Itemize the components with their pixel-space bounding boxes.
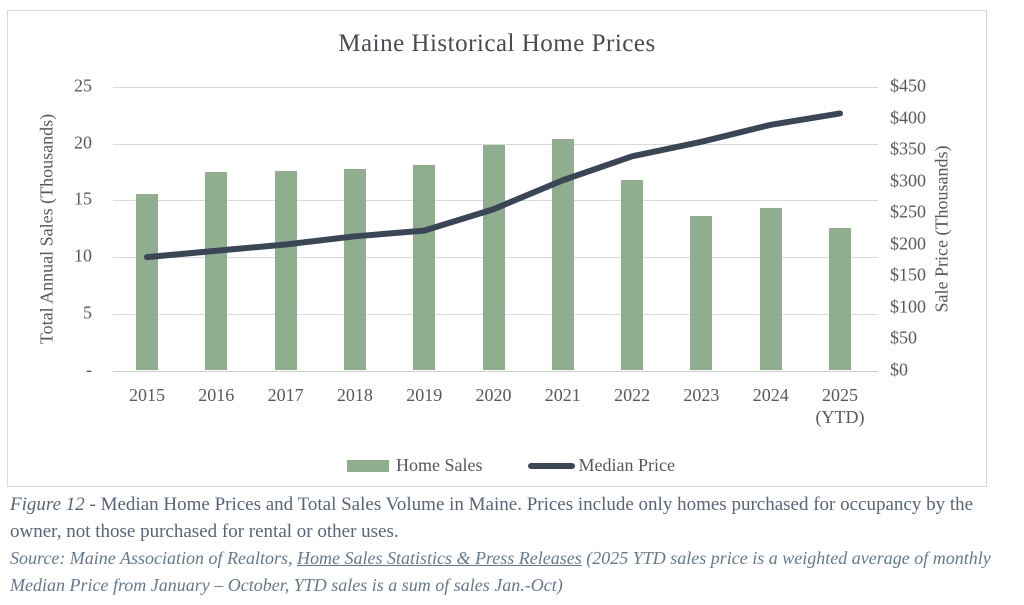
right-axis-tick-label: $150 bbox=[890, 264, 926, 285]
right-axis-tick-label: $50 bbox=[890, 327, 917, 348]
x-axis-label: 2025 (YTD) bbox=[815, 385, 865, 427]
legend: Home Sales Median Price bbox=[347, 455, 675, 476]
x-axis-label: 2022 bbox=[614, 385, 651, 405]
right-axis-tick-label: $450 bbox=[890, 75, 926, 96]
x-axis-label: 2015 bbox=[129, 385, 165, 405]
bar-2025 bbox=[829, 227, 851, 371]
source-note: Source: Maine Association of Realtors, H… bbox=[10, 545, 1018, 599]
bar-2017 bbox=[274, 170, 297, 371]
right-axis-tick-label: $250 bbox=[890, 201, 926, 222]
left-axis-title: Total Annual Sales (Thousands) bbox=[36, 113, 57, 345]
legend-label-median-price: Median Price bbox=[578, 455, 675, 475]
x-axis-label: 2020 bbox=[475, 385, 512, 405]
bar-2021 bbox=[551, 139, 574, 371]
left-axis-tick-label: 15 bbox=[74, 189, 92, 210]
x-axis-label: 2021 bbox=[544, 385, 581, 405]
x-axis-label: 2017 bbox=[267, 385, 304, 405]
left-axis-tick-label: 25 bbox=[74, 75, 92, 96]
right-axis-tick-label: $100 bbox=[890, 296, 926, 317]
right-axis-tick-label: $300 bbox=[890, 170, 926, 191]
chart-title: Maine Historical Home Prices bbox=[338, 30, 656, 57]
left-axis-tick-label: 20 bbox=[74, 132, 92, 153]
gridline bbox=[113, 87, 878, 88]
caption-text: - Median Home Prices and Total Sales Vol… bbox=[10, 494, 974, 542]
left-axis-tick-label: 5 bbox=[83, 302, 92, 323]
right-axis-tick-label: $400 bbox=[890, 107, 926, 128]
source-link[interactable]: Home Sales Statistics & Press Releases bbox=[296, 548, 582, 568]
bar-2018 bbox=[343, 168, 366, 371]
median-price-line-icon bbox=[528, 462, 576, 469]
home-sales-swatch-icon bbox=[347, 459, 389, 472]
x-axis-label: 2016 bbox=[198, 385, 235, 405]
x-axis-label: 2019 bbox=[406, 385, 443, 405]
left-axis-tick-label: - bbox=[86, 359, 92, 380]
x-axis-label: 2024 bbox=[752, 385, 789, 405]
bar-2024 bbox=[759, 208, 782, 371]
bar-2015 bbox=[136, 193, 158, 371]
right-axis-tick-label: $200 bbox=[890, 233, 926, 254]
bar-2019 bbox=[413, 165, 436, 371]
bar-2016 bbox=[205, 172, 228, 371]
chart-frame: Maine Historical Home Prices 25 20 15 10 5- $… bbox=[7, 10, 987, 487]
right-axis-tick-label: $350 bbox=[890, 138, 926, 159]
bar-2022 bbox=[621, 179, 644, 371]
figure-label: Figure 12 bbox=[10, 494, 85, 515]
left-axis-tick-label: 10 bbox=[74, 245, 92, 266]
source-prefix: Source: Maine Association of Realtors, bbox=[10, 548, 297, 568]
source-suffix: (2025 YTD sales price is a weighted aver… bbox=[10, 548, 991, 595]
right-axis-title: Sale Price (Thousands) bbox=[931, 145, 952, 313]
x-axis-label: 2018 bbox=[336, 385, 373, 405]
legend-label-home-sales: Home Sales bbox=[396, 455, 483, 475]
bar-2020 bbox=[482, 144, 505, 371]
gridline bbox=[113, 370, 878, 372]
x-axis-label: 2023 bbox=[683, 385, 720, 405]
bar-2023 bbox=[690, 216, 713, 371]
right-axis-tick-label: $0 bbox=[890, 359, 908, 380]
figure-caption: Figure 12 - Median Home Prices and Total… bbox=[10, 491, 1010, 545]
